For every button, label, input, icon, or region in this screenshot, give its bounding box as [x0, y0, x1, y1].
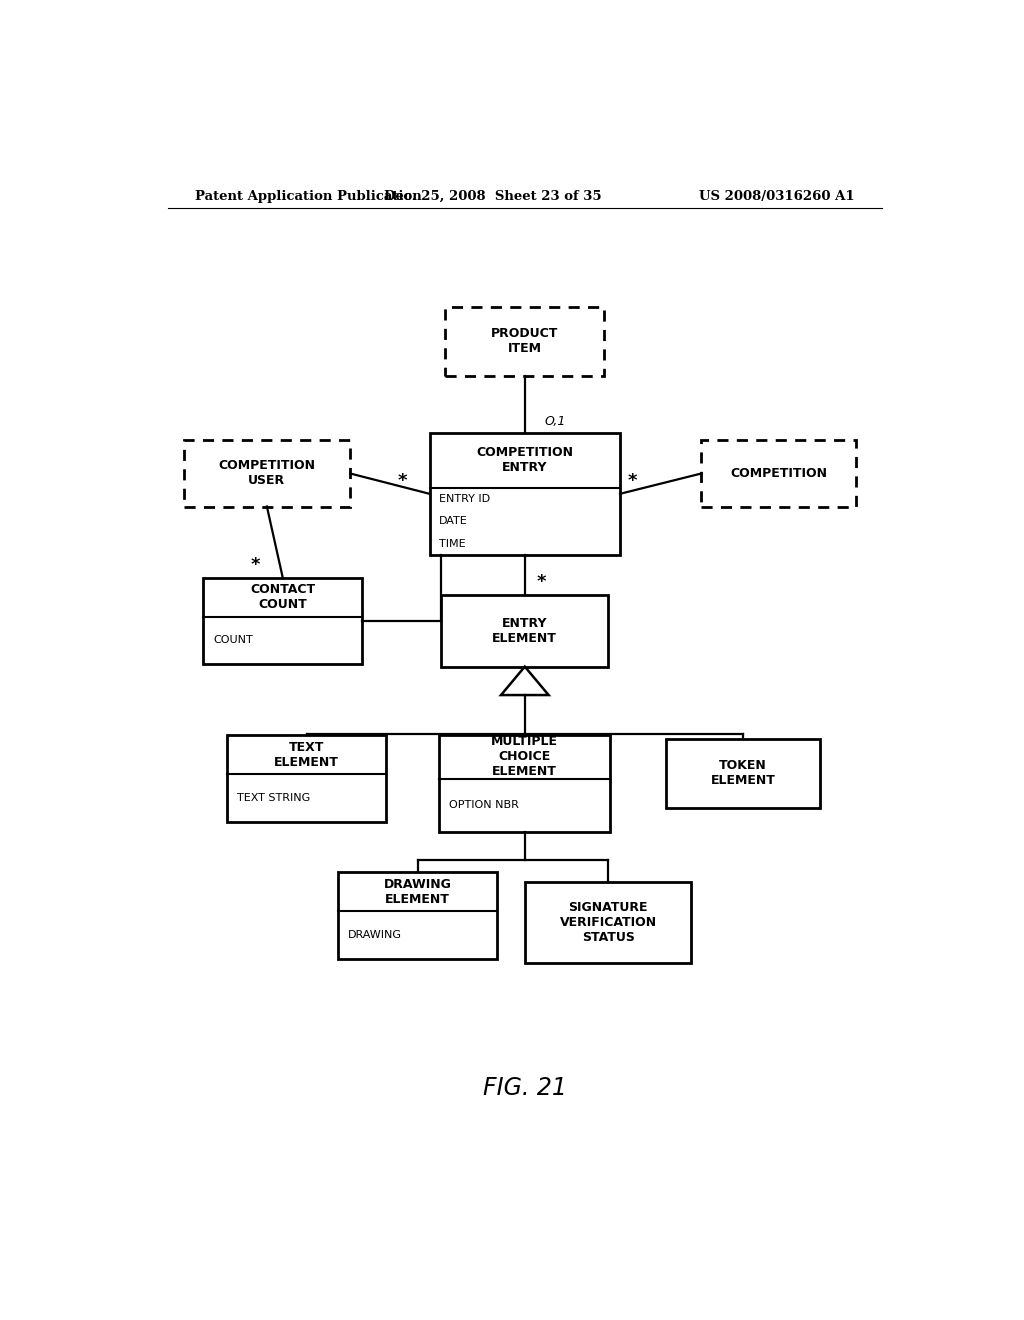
Text: DATE: DATE [439, 516, 468, 527]
Text: TEXT
ELEMENT: TEXT ELEMENT [274, 741, 339, 768]
Text: TIME: TIME [439, 539, 466, 549]
Text: DRAWING: DRAWING [348, 931, 401, 940]
Text: COMPETITION: COMPETITION [730, 467, 827, 480]
Bar [445, 306, 604, 376]
Bar [204, 578, 362, 664]
Text: ENTRY ID: ENTRY ID [439, 494, 490, 504]
Text: *: * [628, 471, 638, 490]
Text: SIGNATURE
VERIFICATION
STATUS: SIGNATURE VERIFICATION STATUS [559, 902, 656, 944]
Bar [701, 441, 856, 507]
Text: *: * [251, 556, 260, 573]
Text: TEXT STRING: TEXT STRING [237, 793, 310, 803]
Text: DRAWING
ELEMENT: DRAWING ELEMENT [384, 878, 452, 906]
Text: TOKEN
ELEMENT: TOKEN ELEMENT [711, 759, 775, 787]
Text: ENTRY
ELEMENT: ENTRY ELEMENT [493, 616, 557, 645]
Text: MULTIPLE
CHOICE
ELEMENT: MULTIPLE CHOICE ELEMENT [492, 735, 558, 779]
Text: Dec. 25, 2008  Sheet 23 of 35: Dec. 25, 2008 Sheet 23 of 35 [384, 190, 602, 202]
Bar [338, 873, 497, 958]
Text: O,1: O,1 [545, 414, 566, 428]
Bar [430, 433, 621, 554]
Bar [439, 735, 610, 832]
Text: CONTACT
COUNT: CONTACT COUNT [250, 583, 315, 611]
Text: Patent Application Publication: Patent Application Publication [196, 190, 422, 202]
Bar [227, 735, 386, 821]
Text: COMPETITION
USER: COMPETITION USER [218, 459, 315, 487]
Bar [666, 739, 820, 808]
Text: FIG. 21: FIG. 21 [483, 1076, 566, 1101]
Text: *: * [537, 573, 546, 591]
Bar [524, 882, 691, 964]
Text: COUNT: COUNT [213, 635, 253, 645]
Bar [183, 441, 350, 507]
Bar [441, 595, 608, 667]
Text: *: * [397, 471, 408, 490]
Text: PRODUCT
ITEM: PRODUCT ITEM [492, 327, 558, 355]
Text: COMPETITION
ENTRY: COMPETITION ENTRY [476, 446, 573, 474]
Text: US 2008/0316260 A1: US 2008/0316260 A1 [698, 190, 854, 202]
Text: OPTION NBR: OPTION NBR [449, 800, 519, 810]
